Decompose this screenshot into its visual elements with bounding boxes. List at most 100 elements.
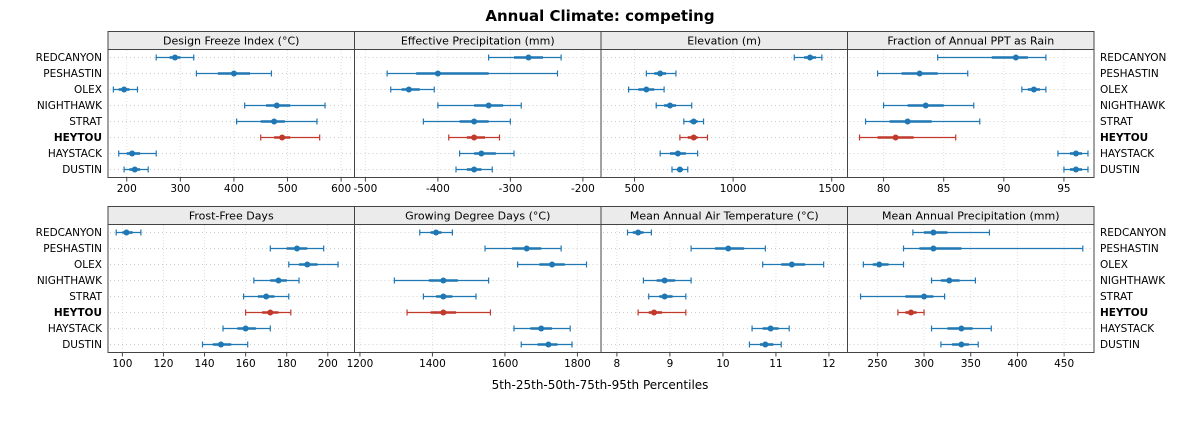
axis-tick-label: 1500 xyxy=(818,183,845,195)
median-dot xyxy=(405,86,412,93)
median-dot xyxy=(263,293,270,300)
axis-tick-label: 80 xyxy=(877,183,890,195)
median-dot xyxy=(171,54,178,61)
axis-tick-label: 8 xyxy=(614,358,621,370)
site-label-left: REDCANYON xyxy=(36,52,102,64)
median-dot xyxy=(271,118,278,125)
median-dot xyxy=(242,325,249,332)
site-label-right: STRAT xyxy=(1100,291,1133,303)
axis-tick-label: 500 xyxy=(277,183,297,195)
site-label-right: REDCANYON xyxy=(1100,52,1166,64)
panel-strip-title: Mean Annual Precipitation (mm) xyxy=(882,210,1059,223)
site-label-left: DUSTIN xyxy=(62,164,102,176)
site-label-left: HAYSTACK xyxy=(48,148,103,160)
panel: Elevation (m) 500 1000 1500 xyxy=(600,31,848,195)
axis-tick-label: 10 xyxy=(716,358,729,370)
panel-row-top: REDCANYON REDCANYON PESHASTIN PESHASTIN OLEX… xyxy=(0,31,1200,196)
median-dot xyxy=(1012,54,1019,61)
axis-tick-label: 1000 xyxy=(720,183,747,195)
median-dot xyxy=(767,325,774,332)
median-dot xyxy=(440,293,447,300)
panel-strip-title: Frost-Free Days xyxy=(189,210,274,223)
axis-tick-label: 250 xyxy=(867,358,887,370)
site-label-left: PESHASTIN xyxy=(43,68,102,80)
panel: Frost-Free Days 100 120 140 160 180 200 xyxy=(107,206,355,370)
site-label-right: PESHASTIN xyxy=(1100,68,1159,80)
axis-tick-label: 450 xyxy=(1054,358,1074,370)
axis-tick-label: 400 xyxy=(224,183,244,195)
chart-title: Annual Climate: competing xyxy=(485,7,715,25)
median-dot xyxy=(434,70,441,77)
site-label-left: REDCANYON xyxy=(36,227,102,239)
site-label-left: HAYSTACK xyxy=(48,323,103,335)
median-dot xyxy=(538,325,545,332)
median-dot xyxy=(478,150,485,157)
site-label-right: PESHASTIN xyxy=(1100,243,1159,255)
median-dot xyxy=(471,166,478,173)
axis-tick-label: 140 xyxy=(195,358,215,370)
chart-row-svg: REDCANYON REDCANYON PESHASTIN PESHASTIN OLEX… xyxy=(36,206,1166,370)
site-label-left: NIGHTHAWK xyxy=(37,100,103,112)
axis-tick-label: 1200 xyxy=(347,358,374,370)
median-dot xyxy=(657,70,664,77)
median-dot xyxy=(921,293,928,300)
site-label-right: NIGHTHAWK xyxy=(1100,100,1166,112)
median-dot xyxy=(1072,150,1079,157)
median-dot xyxy=(273,102,280,109)
site-label-right: HEYTOU xyxy=(1100,132,1148,144)
median-dot xyxy=(907,309,914,316)
site-label-left: HEYTOU xyxy=(54,307,102,319)
panel-plot-area xyxy=(354,49,602,178)
panel-strip-title: Elevation (m) xyxy=(687,35,761,48)
median-dot xyxy=(690,134,697,141)
panel-plot-area xyxy=(107,224,355,353)
site-label-right: HAYSTACK xyxy=(1100,148,1155,160)
panel: Effective Precipitation (mm) -500 -400 -300… xyxy=(353,31,602,195)
site-label-right: NIGHTHAWK xyxy=(1100,275,1166,287)
median-dot xyxy=(958,325,965,332)
median-dot xyxy=(1030,86,1037,93)
site-label-left: OLEX xyxy=(74,259,102,271)
median-dot xyxy=(230,70,237,77)
median-dot xyxy=(217,341,224,348)
median-dot xyxy=(129,150,136,157)
median-dot xyxy=(440,277,447,284)
panel: Growing Degree Days (°C) 1200 1400 1600 1800 xyxy=(347,206,602,370)
axis-tick-label: -500 xyxy=(353,183,377,195)
median-dot xyxy=(674,150,681,157)
axis-tick-label: 95 xyxy=(1057,183,1070,195)
axis-tick-label: 85 xyxy=(937,183,950,195)
median-dot xyxy=(293,245,300,252)
median-dot xyxy=(788,261,795,268)
axis-tick-label: 1800 xyxy=(564,358,591,370)
site-label-left: STRAT xyxy=(69,116,102,128)
median-dot xyxy=(471,118,478,125)
axis-tick-label: -400 xyxy=(426,183,450,195)
panel-plot-area xyxy=(847,49,1095,178)
median-dot xyxy=(1072,166,1079,173)
axis-tick-label: 90 xyxy=(997,183,1010,195)
panel-row-bottom: REDCANYON REDCANYON PESHASTIN PESHASTIN OLEX… xyxy=(0,206,1200,371)
site-label-right: DUSTIN xyxy=(1100,339,1140,351)
site-label-left: HEYTOU xyxy=(54,132,102,144)
median-dot xyxy=(525,54,532,61)
median-dot xyxy=(545,341,552,348)
axis-tick-label: 1400 xyxy=(419,358,446,370)
axis-tick-label: 300 xyxy=(914,358,934,370)
site-label-left: NIGHTHAWK xyxy=(37,275,103,287)
site-label-right: OLEX xyxy=(1100,259,1128,271)
site-label-left: DUSTIN xyxy=(62,339,102,351)
panel-strip-title: Design Freeze Index (°C) xyxy=(163,35,299,48)
axis-tick-label: 200 xyxy=(117,183,137,195)
median-dot xyxy=(807,54,814,61)
median-dot xyxy=(485,102,492,109)
axis-tick-label: 120 xyxy=(153,358,173,370)
median-dot xyxy=(922,102,929,109)
median-dot xyxy=(523,245,530,252)
median-dot xyxy=(946,277,953,284)
axis-tick-label: 12 xyxy=(822,358,835,370)
panel: Design Freeze Index (°C) 200 300 400 500 600 xyxy=(107,31,355,195)
median-dot xyxy=(930,245,937,252)
panel-strip-title: Fraction of Annual PPT as Rain xyxy=(887,35,1054,48)
site-label-right: HEYTOU xyxy=(1100,307,1148,319)
